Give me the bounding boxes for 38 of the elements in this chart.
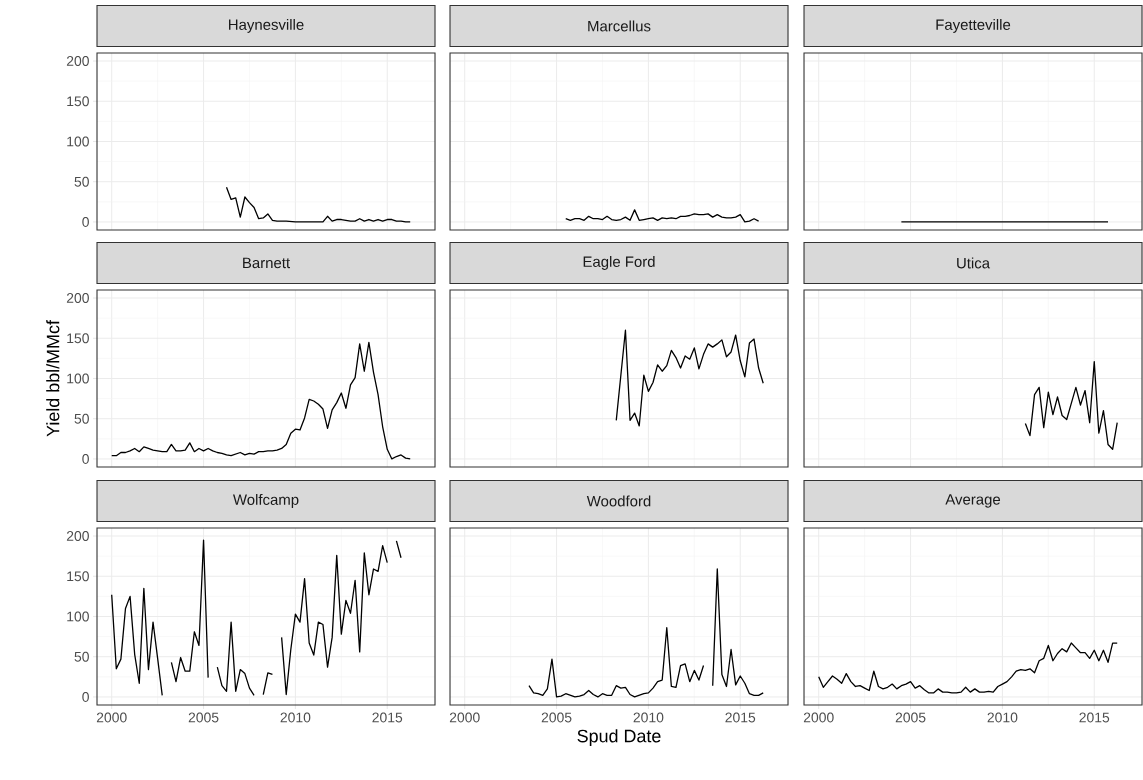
y-tick-label: 150 bbox=[67, 96, 89, 107]
x-tick-label: 2005 bbox=[895, 712, 926, 723]
x-tick-label: 2015 bbox=[725, 712, 756, 723]
chart-title: Wolfcamp bbox=[232, 493, 299, 508]
y-tick-label: 50 bbox=[74, 176, 89, 187]
y-tick-label: 200 bbox=[66, 56, 89, 66]
chart-title: Utica bbox=[957, 257, 991, 269]
x-tick-label: 2015 bbox=[1079, 712, 1110, 723]
y-tick-label: 200 bbox=[66, 531, 89, 541]
y-tick-label: 50 bbox=[74, 413, 89, 424]
y-tick-label: 0 bbox=[82, 453, 89, 464]
chart-title: Average bbox=[945, 494, 1001, 508]
chart-title: Marcellus bbox=[588, 20, 651, 32]
y-tick-label: 200 bbox=[66, 293, 89, 303]
y-tick-label: 0 bbox=[82, 691, 89, 702]
y-tick-label: 50 bbox=[74, 651, 89, 662]
y-axis-title: Yield bbl/MMcf bbox=[46, 320, 60, 437]
x-tick-label: 2000 bbox=[449, 712, 480, 723]
y-tick-label: 100 bbox=[67, 373, 89, 384]
x-tick-label: 2010 bbox=[280, 712, 311, 723]
x-tick-label: 2015 bbox=[372, 712, 403, 723]
chart-title: Fayetteville bbox=[936, 18, 1011, 33]
chart-title: Woodford bbox=[586, 495, 651, 507]
y-tick-label: 100 bbox=[67, 611, 89, 622]
x-tick-label: 2005 bbox=[541, 712, 572, 723]
y-tick-label: 150 bbox=[67, 571, 89, 582]
x-tick-label: 2010 bbox=[987, 712, 1018, 723]
y-tick-label: 0 bbox=[82, 216, 89, 227]
chart-title: Eagle Ford bbox=[583, 255, 655, 270]
y-tick-label: 150 bbox=[67, 333, 89, 344]
x-tick-label: 2000 bbox=[803, 712, 834, 723]
x-axis-title: Spud Date bbox=[577, 729, 661, 746]
chart-title: Barnett bbox=[243, 257, 290, 269]
x-tick-label: 2005 bbox=[188, 712, 219, 723]
y-tick-label: 100 bbox=[67, 136, 89, 147]
x-tick-label: 2010 bbox=[633, 712, 664, 723]
chart-title: Haynesville bbox=[229, 18, 304, 33]
x-tick-label: 2000 bbox=[96, 712, 127, 723]
